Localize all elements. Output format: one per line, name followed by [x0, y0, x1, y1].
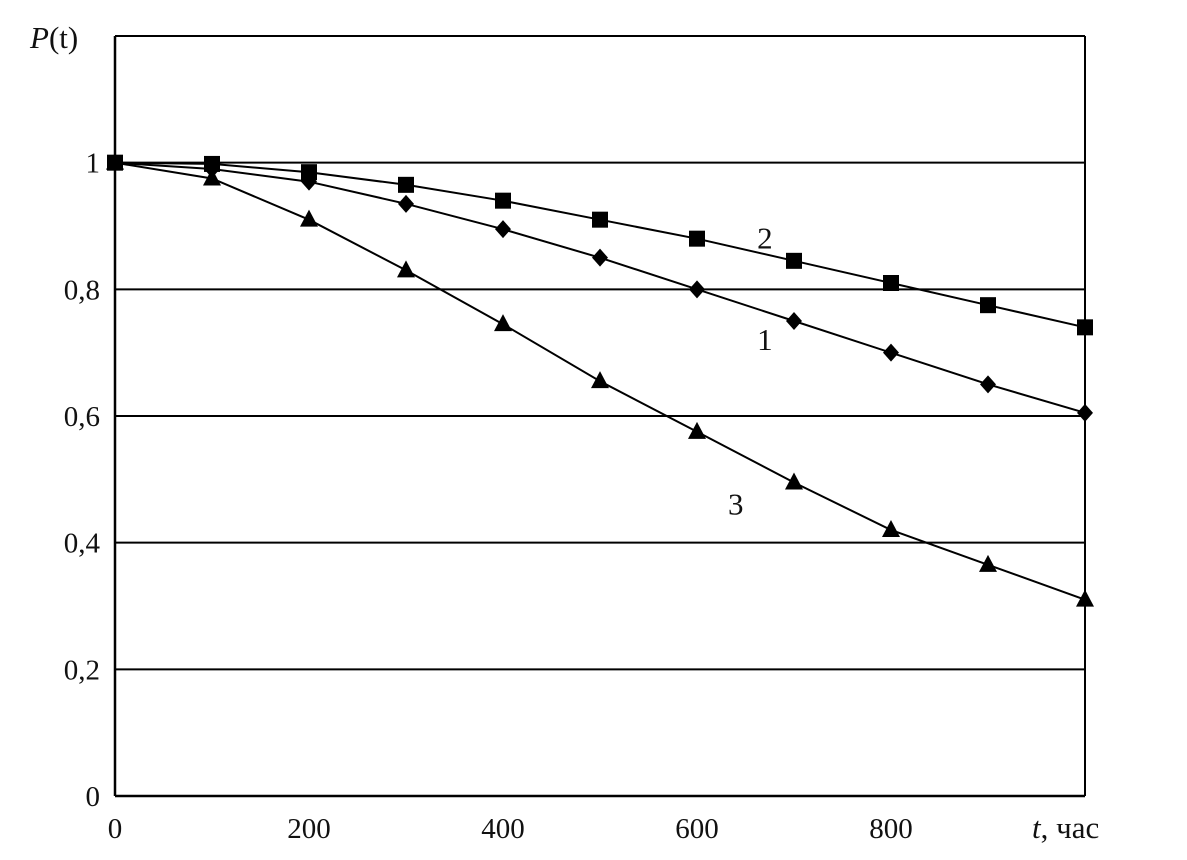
data-point	[688, 421, 706, 439]
data-point	[786, 312, 802, 330]
data-point	[592, 248, 608, 267]
series-3	[106, 152, 1094, 607]
data-point	[689, 230, 705, 247]
y-tick-label: 0,6	[64, 401, 100, 433]
x-tick-label: 800	[869, 813, 913, 845]
data-point	[1076, 589, 1094, 607]
data-point	[882, 520, 900, 537]
data-point	[397, 260, 415, 278]
data-point	[883, 275, 899, 291]
data-point	[786, 252, 802, 269]
y-tick-label: 0,4	[64, 528, 101, 560]
data-point	[980, 297, 996, 314]
x-tick-label: 200	[287, 813, 331, 845]
x-tick-label: 600	[675, 813, 719, 845]
data-point	[398, 194, 414, 213]
y-tick-labels: 0 0,2 0,4 0,6 0,8 1	[64, 148, 101, 813]
data-point	[203, 168, 221, 186]
data-point	[980, 375, 996, 394]
data-point	[495, 192, 511, 209]
series-2	[107, 154, 1093, 336]
data-point	[591, 371, 609, 389]
series-label-3: 3	[728, 487, 744, 522]
data-point	[689, 280, 705, 299]
x-axis-title-var: t	[1032, 810, 1042, 845]
y-axis-title-arg: (t)	[49, 20, 78, 55]
data-point	[301, 164, 317, 181]
x-tick-label: 400	[481, 813, 525, 845]
series-line	[114, 161, 1086, 329]
series-labels: 1 2 3	[728, 221, 773, 522]
data-point	[300, 209, 318, 227]
y-axis-title: P(t)	[29, 20, 78, 55]
y-tick-label: 1	[86, 148, 101, 180]
x-axis-title-unit: , час	[1041, 810, 1100, 845]
data-point	[398, 176, 414, 193]
series-group	[106, 152, 1094, 607]
data-point	[106, 152, 124, 170]
x-tick-label: 0	[108, 813, 123, 845]
y-tick-label: 0,2	[64, 654, 100, 686]
data-point	[592, 211, 608, 228]
data-point	[495, 220, 511, 239]
data-point	[1077, 319, 1093, 336]
series-label-2: 2	[757, 221, 773, 256]
series-label-1: 1	[757, 322, 773, 357]
data-point	[785, 472, 803, 490]
data-point	[979, 554, 997, 572]
y-tick-label: 0	[86, 781, 101, 813]
data-point	[1077, 403, 1093, 422]
x-tick-labels: 0 200 400 600 800	[108, 813, 913, 845]
data-point	[204, 155, 220, 172]
data-point	[883, 343, 899, 362]
x-axis-title: t, час	[1032, 810, 1099, 845]
data-point	[494, 314, 512, 332]
y-axis-title-main: P	[29, 20, 49, 55]
y-tick-label: 0,8	[64, 274, 100, 306]
grid-lines	[115, 35, 1086, 796]
